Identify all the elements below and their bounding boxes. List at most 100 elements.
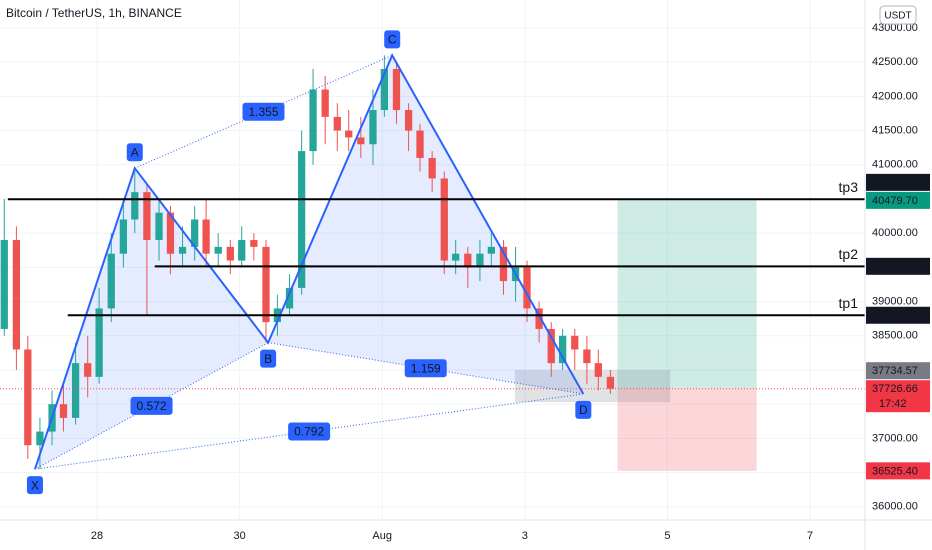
- price-tag-label: 37734.57: [872, 365, 918, 377]
- price-tag-label: 40496.04: [872, 177, 918, 189]
- x-tick-label: 28: [91, 530, 103, 542]
- candle-body: [392, 69, 401, 111]
- ratio-label: 0.572: [137, 399, 167, 413]
- candle-body: [298, 151, 306, 288]
- candle-body: [107, 253, 115, 309]
- y-tick-label: 38500.00: [872, 330, 918, 342]
- candle-body: [36, 431, 44, 446]
- candle-body: [559, 335, 567, 364]
- price-axis-bg: [865, 0, 932, 550]
- ratio-box: [242, 102, 285, 121]
- candle-body: [214, 246, 222, 254]
- currency-label: USDT: [884, 11, 911, 22]
- level-name: tp2: [839, 246, 859, 262]
- point-box: [260, 349, 277, 368]
- candle-body: [345, 130, 353, 138]
- y-tick-label: 42500.00: [872, 56, 918, 68]
- candle-body: [238, 240, 246, 261]
- point-label: B: [264, 352, 272, 366]
- stop-zone: [617, 388, 757, 471]
- candle-body: [523, 267, 531, 309]
- candle-body: [84, 363, 92, 377]
- candle-body: [547, 328, 555, 364]
- price-tag-label: 37726.66: [872, 383, 918, 395]
- candle-body: [369, 110, 377, 145]
- y-tick-label: 36000.00: [872, 501, 918, 513]
- candle-body: [380, 69, 389, 111]
- point-label: C: [388, 33, 397, 47]
- candle-body: [131, 192, 139, 220]
- candle-body: [12, 240, 21, 350]
- candle-body: [535, 308, 543, 329]
- candle-body: [166, 212, 175, 254]
- candle-body: [155, 212, 163, 241]
- ratio-label: 0.792: [294, 425, 324, 439]
- candle-body: [191, 219, 199, 247]
- ratio-label: 1.355: [248, 105, 278, 119]
- price-tag-label: 39515.63: [872, 261, 918, 273]
- point-label: A: [131, 145, 139, 159]
- candle-body: [24, 349, 32, 446]
- y-tick-label: 43000.00: [872, 22, 918, 34]
- candle-body: [571, 335, 579, 350]
- ratio-box: [130, 396, 173, 415]
- candle-body: [476, 253, 484, 268]
- ratio-box: [288, 422, 331, 441]
- candle-body: [262, 246, 270, 323]
- candle-body: [464, 253, 472, 268]
- ratio-box: [404, 359, 447, 378]
- pattern-fill: [268, 55, 584, 394]
- candle-body: [321, 89, 329, 117]
- y-tick-label: 40000.00: [872, 227, 918, 239]
- point-box: [384, 30, 401, 49]
- point-label: D: [579, 403, 588, 417]
- price-tag: [866, 362, 930, 380]
- price-tag: [866, 257, 930, 275]
- candle-body: [178, 246, 187, 254]
- candle-body: [202, 219, 210, 254]
- candle-body: [440, 178, 448, 261]
- y-tick-label: 39000.00: [872, 295, 918, 307]
- y-tick-label: 37000.00: [872, 432, 918, 444]
- ratio-line: [134, 54, 393, 169]
- x-tick-label: 7: [807, 530, 813, 542]
- candle-body: [499, 246, 508, 282]
- y-tick-label: 42000.00: [872, 90, 918, 102]
- currency-box: [879, 5, 917, 25]
- x-tick-label: 30: [233, 530, 245, 542]
- candle-body: [333, 116, 341, 131]
- candle-body: [119, 219, 128, 254]
- candle-body: [606, 376, 615, 389]
- candle-body: [285, 287, 294, 309]
- x-tick-label: 5: [664, 530, 670, 542]
- ratio-label: 1.159: [411, 361, 441, 375]
- price-tag: [866, 306, 930, 324]
- countdown-label: 17:42: [879, 398, 907, 410]
- candle-body: [250, 240, 258, 247]
- price-tag-label: 36525.40: [872, 465, 918, 477]
- candle-body: [357, 137, 365, 145]
- point-box: [575, 400, 592, 419]
- candle-body: [594, 363, 602, 377]
- candle-body: [59, 404, 68, 418]
- level-name: tp1: [839, 295, 859, 311]
- candle-body: [583, 349, 591, 364]
- price-tag: [866, 173, 930, 191]
- price-tag: [866, 462, 930, 480]
- candle-body: [309, 89, 317, 152]
- y-tick-label: 41000.00: [872, 159, 918, 171]
- price-zone: [514, 369, 671, 403]
- candle-body: [71, 363, 80, 418]
- candle-body: [404, 110, 413, 131]
- x-tick-label: Aug: [372, 530, 392, 542]
- candle-body: [143, 192, 151, 241]
- candle-body: [452, 253, 460, 261]
- point-box: [26, 476, 43, 495]
- candle-body: [0, 240, 8, 329]
- point-label: X: [31, 478, 39, 492]
- candle-body: [226, 246, 234, 261]
- pattern-fill: [34, 168, 269, 470]
- level-name: tp3: [839, 179, 859, 195]
